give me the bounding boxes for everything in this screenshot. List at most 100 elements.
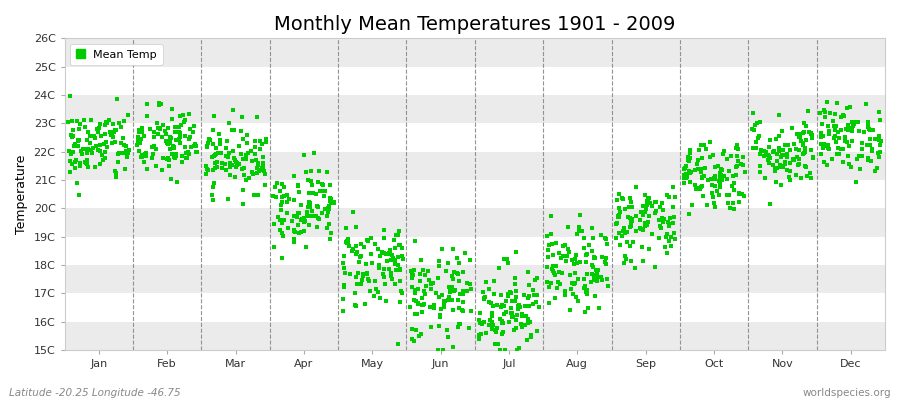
Point xyxy=(667,230,681,236)
Point xyxy=(665,184,680,190)
Point xyxy=(336,260,350,266)
Point xyxy=(859,101,873,107)
Point xyxy=(707,173,722,180)
Point xyxy=(131,147,146,154)
Point xyxy=(834,114,849,120)
Point xyxy=(731,158,745,164)
Point xyxy=(656,206,670,213)
Point xyxy=(827,134,842,141)
Point xyxy=(130,142,145,148)
Point xyxy=(677,166,691,173)
Point xyxy=(167,154,182,160)
Point xyxy=(359,261,374,267)
Point xyxy=(433,306,447,312)
Point xyxy=(549,263,563,269)
Point xyxy=(633,224,647,231)
Point xyxy=(623,224,637,230)
Point xyxy=(236,187,250,193)
Point xyxy=(634,244,649,250)
Point xyxy=(612,191,626,197)
Point xyxy=(337,252,351,259)
Point xyxy=(541,253,555,260)
Point xyxy=(845,119,859,126)
Point xyxy=(624,221,638,228)
Point xyxy=(547,272,562,278)
Point xyxy=(166,142,180,149)
Point xyxy=(677,175,691,182)
Point xyxy=(140,150,154,156)
Point xyxy=(832,144,846,151)
Point xyxy=(92,125,106,131)
Point xyxy=(780,167,795,173)
Point xyxy=(154,100,168,107)
Point xyxy=(485,312,500,319)
Point xyxy=(636,258,651,264)
Point xyxy=(649,199,663,206)
Point xyxy=(441,334,455,340)
Point xyxy=(796,140,810,146)
Point xyxy=(486,303,500,309)
Point xyxy=(865,146,879,152)
Point xyxy=(842,126,856,133)
Point xyxy=(778,142,792,149)
Point xyxy=(204,154,219,160)
Point xyxy=(787,156,801,163)
Point xyxy=(873,142,887,148)
Point xyxy=(595,277,609,283)
Point xyxy=(866,127,880,134)
Point xyxy=(628,213,643,219)
Point xyxy=(641,219,655,225)
Point xyxy=(825,118,840,124)
Point xyxy=(829,138,843,145)
Point xyxy=(182,136,196,142)
Point xyxy=(212,141,227,148)
Point xyxy=(432,294,446,300)
Point xyxy=(850,156,864,163)
Point xyxy=(486,322,500,328)
Point xyxy=(211,150,225,156)
Point xyxy=(201,167,215,174)
Point xyxy=(287,213,302,219)
Point xyxy=(541,247,555,254)
Point xyxy=(151,102,166,108)
Point xyxy=(598,259,613,266)
Point xyxy=(637,192,652,198)
Point xyxy=(689,161,704,168)
Point xyxy=(408,290,422,296)
Point xyxy=(652,204,667,210)
Point xyxy=(358,300,373,307)
Point xyxy=(708,183,723,190)
Point xyxy=(802,129,816,135)
Point xyxy=(286,236,301,242)
Point xyxy=(162,156,176,163)
Point xyxy=(763,137,778,144)
Point xyxy=(445,284,459,290)
Point xyxy=(209,151,223,158)
Point xyxy=(643,195,657,201)
Point xyxy=(340,240,355,246)
Point xyxy=(121,150,135,156)
Point xyxy=(351,270,365,277)
Point xyxy=(437,304,452,310)
Point xyxy=(362,278,376,284)
Point xyxy=(70,137,85,143)
Point xyxy=(104,132,119,138)
Point xyxy=(255,165,269,171)
Point xyxy=(65,118,79,124)
Point xyxy=(122,146,136,153)
Point xyxy=(166,106,180,112)
Point xyxy=(846,119,860,125)
Point xyxy=(119,143,133,149)
Point xyxy=(291,222,305,228)
Point xyxy=(598,261,613,267)
Point xyxy=(315,188,329,194)
Point xyxy=(626,238,641,245)
Point xyxy=(281,224,295,231)
Point xyxy=(156,122,170,129)
Point xyxy=(108,169,122,176)
Point xyxy=(483,316,498,323)
Point xyxy=(526,300,540,307)
Point xyxy=(205,192,220,198)
Point xyxy=(346,208,360,215)
Point xyxy=(855,146,869,152)
